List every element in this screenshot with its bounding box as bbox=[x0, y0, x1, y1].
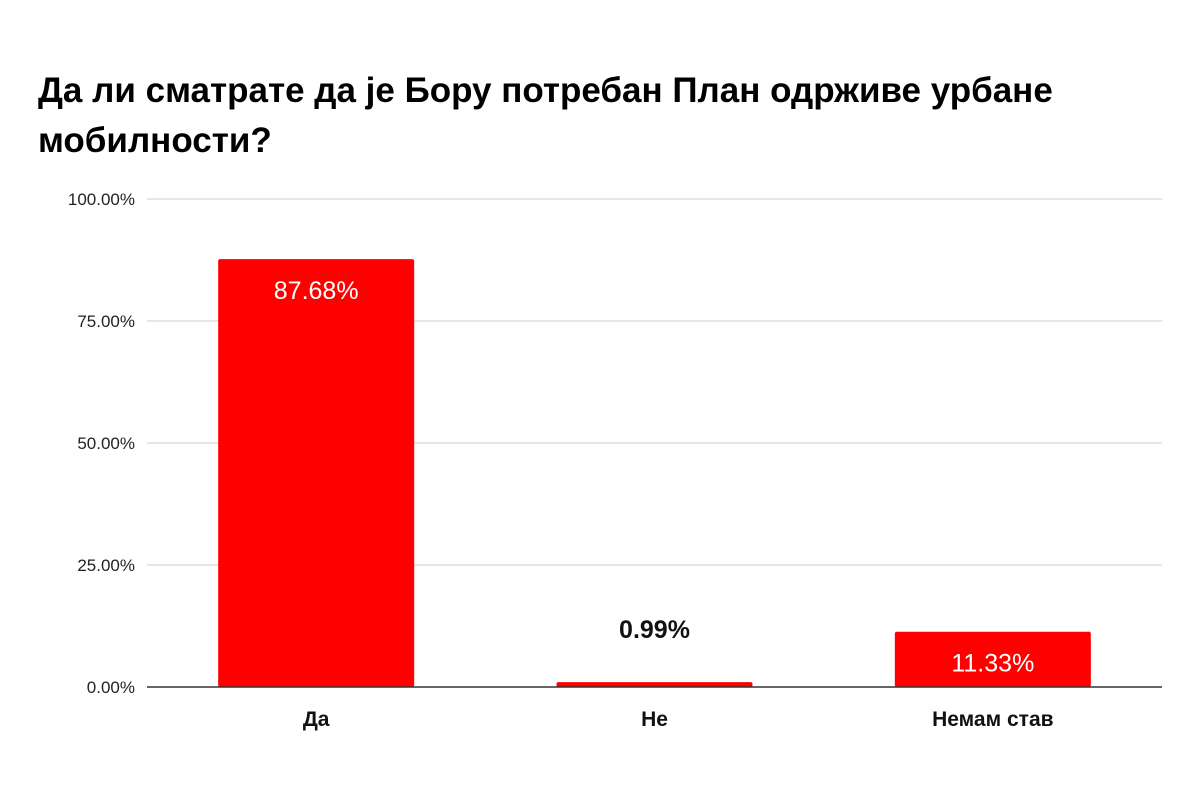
bar bbox=[894, 631, 1091, 687]
y-tick-label: 50.00% bbox=[77, 434, 135, 453]
bar bbox=[556, 682, 753, 687]
data-label: 0.99% bbox=[619, 616, 690, 644]
x-tick-label: Да bbox=[303, 708, 330, 731]
data-label: 11.33% bbox=[951, 650, 1034, 678]
chart-title: Да ли сматрате да је Бору потребан План … bbox=[38, 71, 1053, 160]
bar bbox=[218, 259, 415, 687]
y-tick-label: 0.00% bbox=[87, 678, 135, 697]
y-tick-label: 100.00% bbox=[68, 190, 135, 209]
x-tick-label: Не bbox=[641, 708, 668, 731]
y-tick-label: 75.00% bbox=[77, 312, 135, 331]
x-tick-label: Немам став bbox=[932, 708, 1054, 731]
data-label: 87.68% bbox=[274, 277, 359, 305]
y-tick-label: 25.00% bbox=[77, 556, 135, 575]
